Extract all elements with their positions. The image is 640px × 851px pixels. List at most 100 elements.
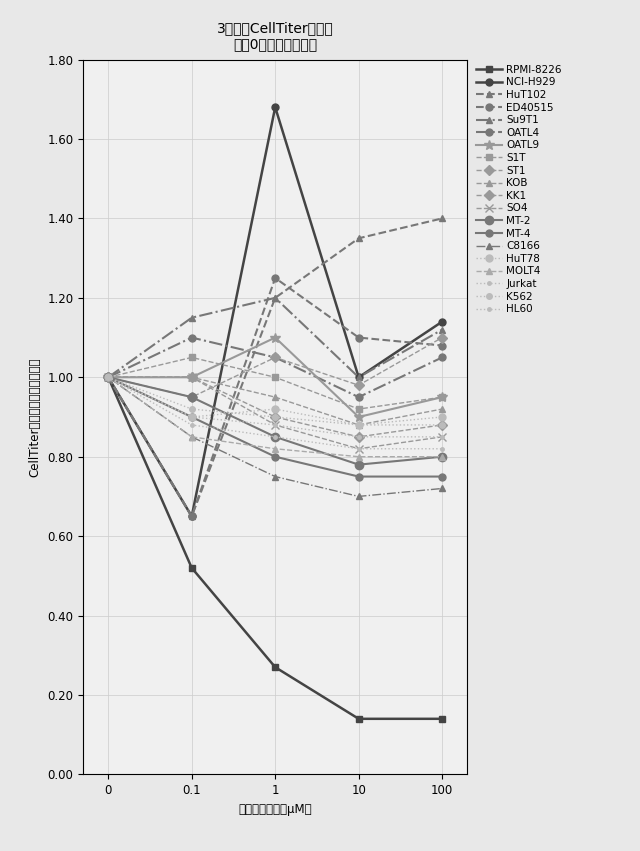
RPMI-8226 xyxy=(271,662,279,672)
ST1 xyxy=(104,372,112,382)
ST1 xyxy=(271,352,279,363)
Line: Jurkat: Jurkat xyxy=(105,374,445,452)
KK1 xyxy=(188,372,196,382)
RPMI-8226 xyxy=(188,563,196,573)
RPMI-8226 xyxy=(355,714,362,724)
HuT102 xyxy=(438,214,446,224)
KOB xyxy=(104,372,112,382)
Line: MOLT4: MOLT4 xyxy=(105,374,445,460)
Line: SO4: SO4 xyxy=(104,373,446,453)
OATL9 xyxy=(271,333,279,343)
SO4 xyxy=(271,420,279,430)
K562 xyxy=(188,404,196,414)
ST1 xyxy=(355,380,362,391)
Y-axis label: CellTiter比（対無処置対照群）: CellTiter比（対無処置対照群） xyxy=(29,357,42,477)
MT-2 xyxy=(355,460,362,470)
Line: HuT78: HuT78 xyxy=(105,374,445,428)
S1T xyxy=(104,372,112,382)
Jurkat xyxy=(104,372,112,382)
HL60 xyxy=(271,420,279,430)
S1T xyxy=(271,372,279,382)
HuT78 xyxy=(104,372,112,382)
SO4 xyxy=(188,372,196,382)
MT-4 xyxy=(355,471,362,482)
NCI-H929 xyxy=(188,511,196,522)
KOB xyxy=(188,372,196,382)
MT-4 xyxy=(271,452,279,462)
Line: C8166: C8166 xyxy=(105,374,445,500)
HuT102 xyxy=(104,372,112,382)
MT-2 xyxy=(438,452,446,462)
NCI-H929 xyxy=(104,372,112,382)
MT-4 xyxy=(438,471,446,482)
C8166 xyxy=(355,491,362,501)
HL60 xyxy=(188,412,196,422)
SO4 xyxy=(104,372,112,382)
HL60 xyxy=(104,372,112,382)
MOLT4 xyxy=(188,431,196,442)
Line: ED40515: ED40515 xyxy=(105,275,445,520)
Line: MT-4: MT-4 xyxy=(105,374,445,480)
SO4 xyxy=(438,431,446,442)
RPMI-8226 xyxy=(104,372,112,382)
Line: S1T: S1T xyxy=(105,354,445,413)
Line: KK1: KK1 xyxy=(105,374,445,440)
KK1 xyxy=(355,431,362,442)
KOB xyxy=(355,420,362,430)
HL60 xyxy=(438,431,446,442)
OATL9 xyxy=(188,372,196,382)
Line: K562: K562 xyxy=(106,374,445,428)
C8166 xyxy=(438,483,446,494)
MT-4 xyxy=(104,372,112,382)
ED40515 xyxy=(104,372,112,382)
OATL4 xyxy=(355,392,362,403)
MT-2 xyxy=(104,372,112,382)
Su9T1 xyxy=(355,372,362,382)
HuT102 xyxy=(355,233,362,243)
OATL4 xyxy=(271,352,279,363)
HuT78 xyxy=(271,404,279,414)
X-axis label: レナリドミド（μM）: レナリドミド（μM） xyxy=(238,802,312,816)
Su9T1 xyxy=(188,312,196,323)
Line: OATL9: OATL9 xyxy=(104,333,447,422)
HuT78 xyxy=(438,412,446,422)
Su9T1 xyxy=(271,293,279,303)
Line: OATL4: OATL4 xyxy=(105,334,445,401)
Jurkat xyxy=(271,431,279,442)
C8166 xyxy=(188,431,196,442)
ED40515 xyxy=(188,511,196,522)
KK1 xyxy=(104,372,112,382)
KOB xyxy=(438,404,446,414)
K562 xyxy=(438,420,446,430)
K562 xyxy=(355,420,362,430)
ST1 xyxy=(188,392,196,403)
OATL9 xyxy=(438,392,446,403)
SO4 xyxy=(355,443,362,454)
C8166 xyxy=(271,471,279,482)
HuT102 xyxy=(188,511,196,522)
Su9T1 xyxy=(104,372,112,382)
MOLT4 xyxy=(438,452,446,462)
MOLT4 xyxy=(104,372,112,382)
Jurkat xyxy=(438,443,446,454)
RPMI-8226 xyxy=(438,714,446,724)
NCI-H929 xyxy=(438,317,446,327)
Line: MT-2: MT-2 xyxy=(104,373,446,469)
MT-4 xyxy=(188,412,196,422)
NCI-H929 xyxy=(355,372,362,382)
MT-2 xyxy=(271,431,279,442)
C8166 xyxy=(104,372,112,382)
OATL4 xyxy=(188,333,196,343)
ED40515 xyxy=(271,273,279,283)
MT-2 xyxy=(188,392,196,403)
K562 xyxy=(104,372,112,382)
HuT78 xyxy=(355,420,362,430)
S1T xyxy=(188,352,196,363)
S1T xyxy=(438,392,446,403)
Line: HuT102: HuT102 xyxy=(105,215,445,520)
ED40515 xyxy=(355,333,362,343)
Jurkat xyxy=(355,443,362,454)
Jurkat xyxy=(188,420,196,430)
MOLT4 xyxy=(271,443,279,454)
Su9T1 xyxy=(438,324,446,334)
